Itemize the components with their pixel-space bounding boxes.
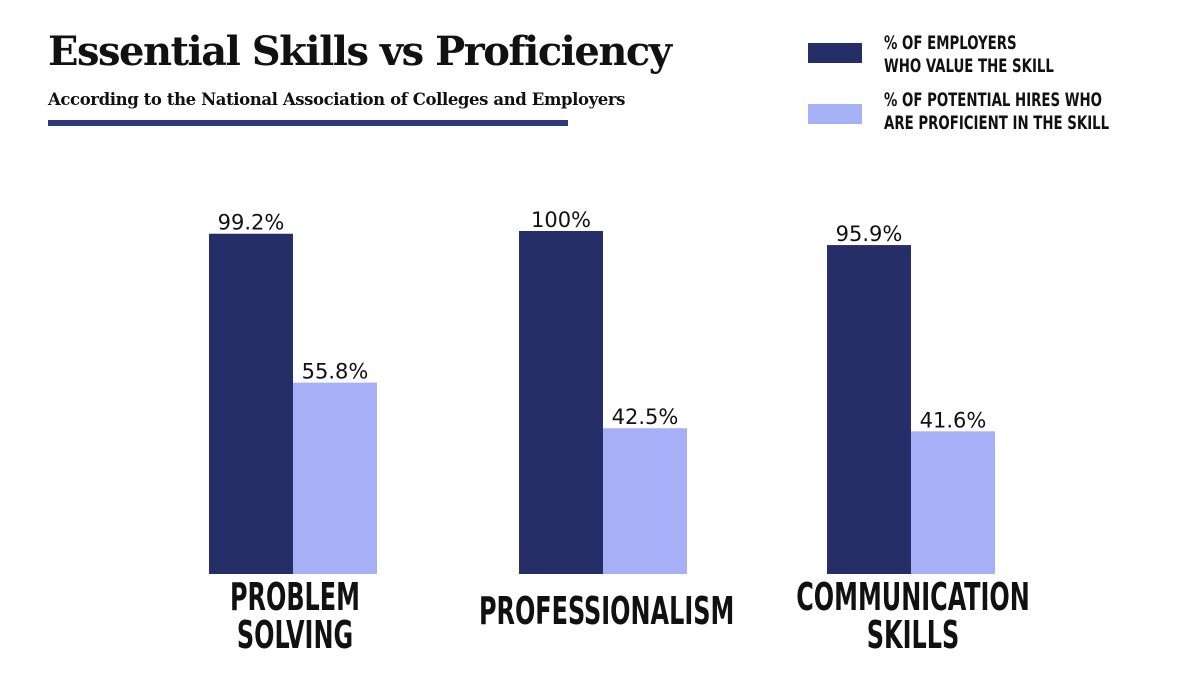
- legend-swatch-hires: [808, 104, 862, 124]
- legend-label-hires-text: % OF POTENTIAL HIRES WHO ARE PROFICIENT I…: [884, 89, 1110, 134]
- value-label-employers-0: 99.2%: [218, 211, 285, 235]
- legend-label-employers: % OF EMPLOYERS WHO VALUE THE SKILL: [884, 32, 1110, 78]
- value-label-employers-2: 95.9%: [836, 222, 903, 246]
- value-label-employers-1: 100%: [531, 208, 591, 232]
- category-label-0: PROBLEM SOLVING: [230, 575, 360, 657]
- value-label-hires-1: 42.5%: [612, 405, 679, 429]
- category-label-2: COMMUNICATION SKILLS: [796, 575, 1030, 657]
- bar-employers-0: [209, 233, 293, 574]
- bar-hires-1: [603, 428, 687, 574]
- bar-employers-2: [827, 245, 911, 575]
- legend-label-employers-text: % OF EMPLOYERS WHO VALUE THE SKILL: [884, 32, 1054, 77]
- chart-title: Essential Skills vs Proficiency: [48, 28, 672, 75]
- bar-employers-1: [519, 231, 603, 574]
- legend-swatch-employers: [808, 43, 862, 63]
- chart-subtitle: According to the National Association of…: [48, 90, 626, 109]
- title-underline: [48, 120, 568, 126]
- legend-label-hires: % OF POTENTIAL HIRES WHO ARE PROFICIENT I…: [884, 89, 1110, 135]
- bar-hires-2: [911, 431, 995, 574]
- category-label-1: PROFESSIONALISM: [479, 589, 735, 633]
- value-label-hires-2: 41.6%: [920, 408, 987, 432]
- value-label-hires-0: 55.8%: [302, 360, 369, 384]
- bar-hires-0: [293, 382, 377, 574]
